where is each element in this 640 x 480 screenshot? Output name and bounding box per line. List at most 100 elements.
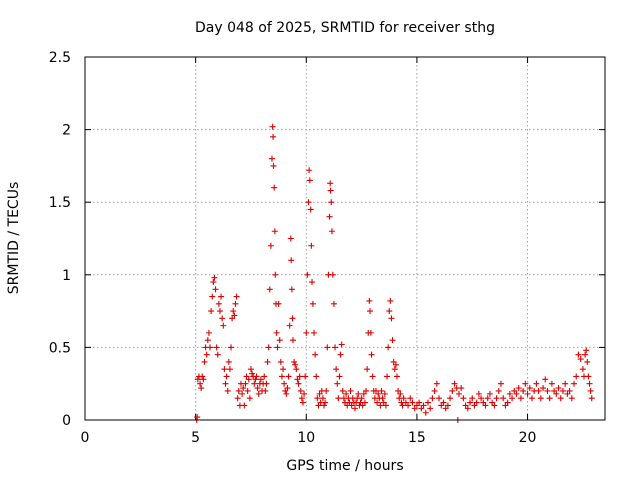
data-point (220, 322, 227, 329)
data-point (268, 155, 275, 162)
data-point (328, 199, 335, 206)
data-point (355, 390, 362, 397)
data-point (586, 380, 593, 387)
data-point (223, 373, 230, 380)
data-point (332, 344, 339, 351)
data-point (205, 329, 212, 336)
data-point (290, 337, 296, 344)
data-point (335, 395, 342, 402)
data-point (517, 395, 524, 402)
data-point (265, 344, 272, 351)
data-point (504, 399, 511, 406)
data-point (242, 380, 249, 387)
data-point (464, 405, 471, 412)
data-point (225, 358, 232, 365)
data-point (542, 376, 549, 383)
data-point (297, 387, 304, 394)
data-point (416, 399, 423, 406)
data-point (311, 329, 318, 336)
data-point (382, 402, 389, 409)
data-point (528, 395, 535, 402)
y-tick-label: 1 (62, 268, 71, 284)
data-point (424, 399, 431, 406)
data-point (336, 373, 343, 380)
data-point (212, 286, 219, 293)
data-point (339, 387, 346, 394)
data-point (271, 184, 278, 191)
data-point (407, 395, 414, 402)
data-point (306, 167, 313, 174)
data-point (215, 300, 222, 307)
data-point (571, 380, 578, 387)
data-point (367, 308, 374, 315)
data-point (399, 402, 406, 409)
data-point (305, 199, 312, 206)
data-point (287, 235, 294, 242)
x-tick-label: 5 (191, 430, 200, 446)
data-point (257, 376, 264, 383)
data-point (338, 341, 345, 348)
data-point (251, 380, 258, 387)
data-point (288, 286, 295, 293)
data-point (319, 395, 326, 402)
data-point (394, 373, 400, 380)
data-point (369, 373, 376, 380)
data-point (333, 366, 340, 373)
data-point (562, 380, 569, 387)
data-point (245, 376, 252, 383)
data-point (495, 387, 502, 394)
data-point (276, 337, 283, 344)
data-point (284, 385, 291, 392)
data-point (269, 123, 276, 130)
x-tick-label: 20 (519, 430, 537, 446)
data-point (363, 387, 370, 394)
data-point (568, 395, 575, 402)
data-point (368, 351, 375, 358)
data-point (203, 351, 210, 358)
data-point (234, 395, 241, 402)
data-point (253, 373, 260, 380)
data-point (240, 385, 247, 392)
data-point (500, 395, 507, 402)
data-point (291, 358, 298, 365)
data-point (577, 356, 584, 363)
data-point (337, 351, 344, 358)
data-point (239, 390, 246, 397)
data-point (583, 347, 590, 354)
data-point (367, 329, 374, 336)
data-point (249, 370, 256, 377)
data-point (219, 315, 226, 322)
data-point (455, 390, 462, 397)
data-point (262, 387, 269, 394)
data-point (343, 390, 350, 397)
data-point (486, 390, 493, 397)
data-point (451, 380, 458, 387)
data-point (482, 402, 489, 409)
y-tick-label: 0 (62, 413, 71, 429)
data-point (379, 395, 386, 402)
x-tick-label: 15 (408, 430, 426, 446)
data-point (194, 376, 201, 383)
data-point (303, 329, 310, 336)
data-point (232, 300, 239, 307)
data-point (307, 206, 314, 213)
data-point (301, 390, 308, 397)
data-point (473, 399, 480, 406)
data-point (330, 300, 337, 307)
data-point (327, 187, 334, 194)
data-point (270, 133, 277, 140)
x-axis-label: GPS time / hours (286, 458, 403, 474)
data-point (328, 228, 335, 235)
data-point (200, 376, 207, 383)
data-point (334, 380, 341, 387)
data-point (573, 373, 580, 380)
data-point (323, 387, 330, 394)
axis-ticks: 0 5 10 15 20 0 0.5 1 1.5 2 2.5 (49, 50, 605, 446)
data-point (280, 366, 287, 373)
data-point (533, 380, 540, 387)
data-point (375, 390, 382, 397)
data-point (449, 387, 456, 394)
data-point (582, 351, 589, 358)
data-point (526, 385, 533, 392)
data-point (358, 395, 365, 402)
